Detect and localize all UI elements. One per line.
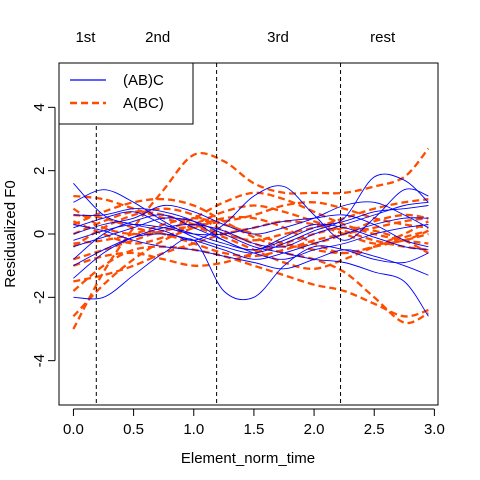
y-tick-label-4: 4 [31,103,48,111]
x-axis-label: Element_norm_time [181,450,315,467]
y-tick-label-1: -2 [31,291,48,304]
series-bca-curve-3 [72,207,429,325]
section-label-1: 2nd [145,29,170,46]
series-bca-curve-12 [72,197,429,249]
y-tick-label-2: 0 [31,230,48,238]
series-abc-curve-10 [73,224,429,276]
series-abc-curve-11 [73,214,429,248]
series-abc-curve-7 [73,208,429,251]
series-bca-curve-13 [73,226,429,267]
section-labels: 1st 2nd 3rd rest [75,29,396,46]
x-tick-label-1: 0.5 [123,421,144,438]
plot-frame [58,62,439,406]
series-bca-curve-11 [73,217,429,255]
x-tick-label-2: 1.0 [183,421,204,438]
series-abc-curve-5 [73,173,429,254]
series-abc-curve-2 [73,238,429,301]
series-bca-curve-0 [72,147,430,330]
curves-layer [72,147,430,330]
series-bca-curve-4 [72,204,429,251]
x-tick-label-0: 0.0 [63,421,84,438]
section-label-3: rest [370,29,396,46]
series-abc-curve-6 [73,217,429,317]
section-label-0: 1st [75,29,96,46]
x-tick-label-6: 3.0 [424,421,445,438]
x-tick-label-4: 2.0 [304,421,325,438]
y-tick-label-3: 2 [31,166,48,174]
legend-label-bca: A(BC) [123,95,164,112]
x-axis: 0.0 0.5 1.0 1.5 2.0 2.5 3.0 [63,408,445,438]
series-bca-curve-9 [72,245,429,318]
x-tick-label-3: 1.5 [243,421,264,438]
legend-label-abc: (AB)C [123,72,164,89]
legend-box [58,62,194,125]
section-label-2: 3rd [267,29,289,46]
y-axis-label: Residualized F0 [2,180,19,288]
y-tick-label-0: -4 [31,354,48,367]
legend: (AB)C A(BC) [58,62,194,125]
series-bca-curve-8 [72,198,429,242]
y-axis: -4 -2 0 2 4 [31,103,56,367]
series-abc-curve-9 [73,201,429,235]
x-tick-label-5: 2.5 [364,421,385,438]
